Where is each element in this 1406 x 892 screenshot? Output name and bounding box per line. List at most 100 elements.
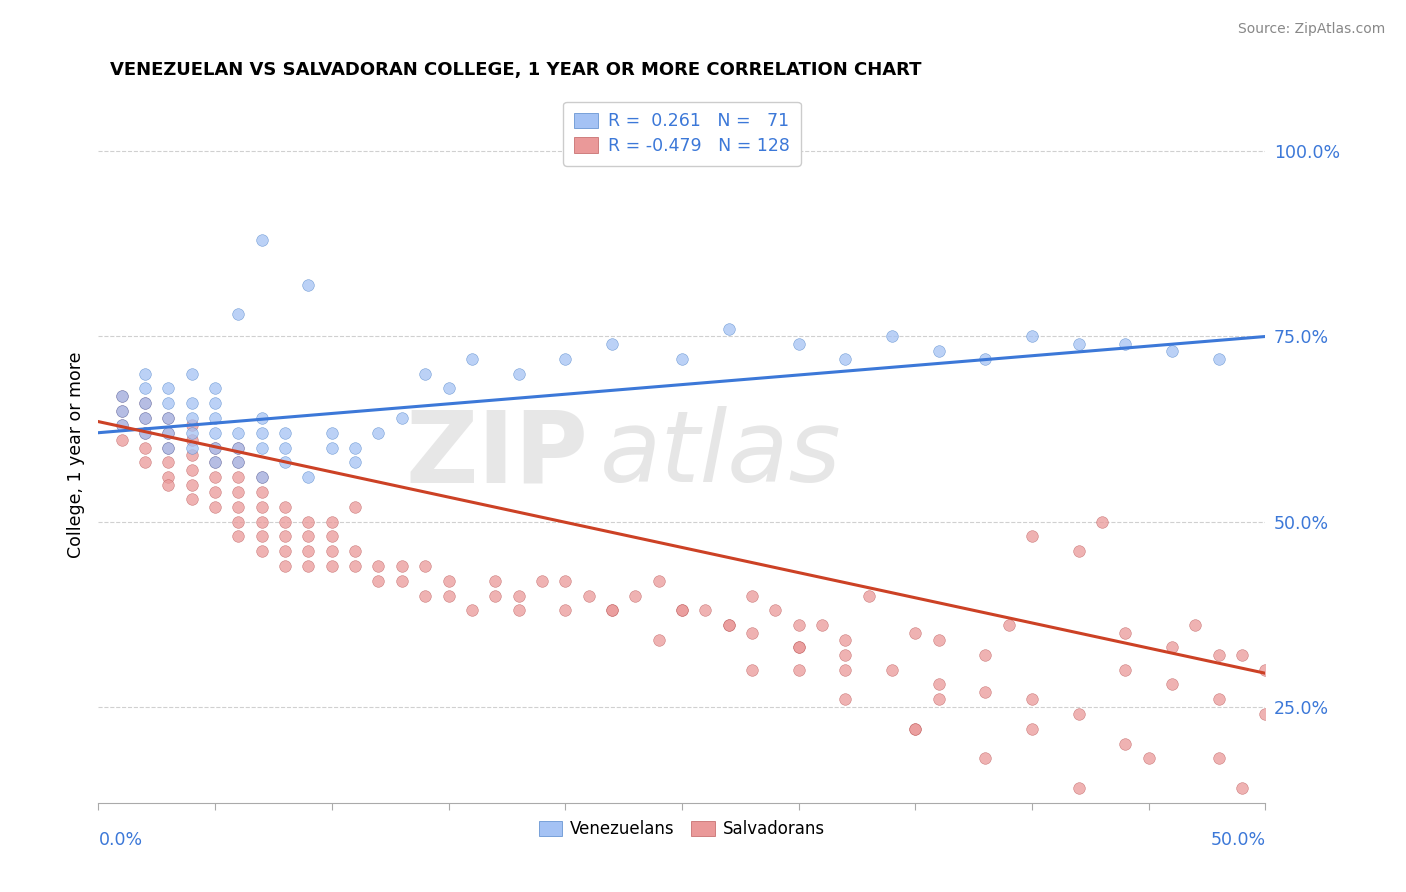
Point [111, 389, 134, 403]
Point [904, 625, 927, 640]
Point [228, 529, 250, 543]
Point [180, 441, 202, 455]
Point [204, 441, 226, 455]
Point [391, 558, 413, 573]
Point [578, 589, 600, 603]
Point [880, 663, 903, 677]
Point [1021, 329, 1043, 343]
Point [228, 441, 250, 455]
Point [811, 618, 834, 632]
Point [111, 389, 134, 403]
Point [204, 455, 226, 469]
Point [157, 411, 180, 425]
Point [157, 455, 180, 469]
Point [134, 441, 156, 455]
Point [671, 351, 693, 366]
Point [157, 381, 180, 395]
Point [787, 640, 810, 655]
Point [157, 396, 180, 410]
Point [180, 396, 202, 410]
Point [204, 411, 226, 425]
Point [834, 648, 856, 662]
Point [157, 470, 180, 484]
Point [834, 692, 856, 706]
Point [321, 544, 343, 558]
Point [111, 403, 134, 417]
Point [508, 603, 530, 617]
Point [880, 329, 903, 343]
Point [904, 722, 927, 736]
Point [1114, 625, 1136, 640]
Point [134, 425, 156, 440]
Point [437, 574, 460, 588]
Point [437, 381, 460, 395]
Point [228, 500, 250, 514]
Point [928, 344, 950, 359]
Point [461, 351, 484, 366]
Point [250, 500, 273, 514]
Text: ZIP: ZIP [406, 407, 589, 503]
Point [250, 470, 273, 484]
Point [671, 603, 693, 617]
Point [204, 455, 226, 469]
Point [274, 441, 297, 455]
Point [928, 692, 950, 706]
Point [787, 618, 810, 632]
Point [134, 411, 156, 425]
Point [1021, 692, 1043, 706]
Point [858, 589, 880, 603]
Point [437, 589, 460, 603]
Point [1230, 648, 1253, 662]
Point [274, 544, 297, 558]
Point [321, 441, 343, 455]
Point [1067, 544, 1090, 558]
Point [204, 470, 226, 484]
Point [111, 418, 134, 433]
Point [1161, 677, 1184, 691]
Point [134, 411, 156, 425]
Point [180, 492, 202, 507]
Point [974, 685, 997, 699]
Point [391, 411, 413, 425]
Point [554, 574, 576, 588]
Point [671, 603, 693, 617]
Point [180, 463, 202, 477]
Point [1254, 706, 1277, 721]
Point [228, 470, 250, 484]
Point [554, 603, 576, 617]
Point [204, 425, 226, 440]
Point [787, 640, 810, 655]
Point [157, 425, 180, 440]
Point [647, 574, 669, 588]
Point [787, 663, 810, 677]
Point [1067, 337, 1090, 351]
Point [250, 544, 273, 558]
Point [1208, 692, 1230, 706]
Point [928, 677, 950, 691]
Point [834, 663, 856, 677]
Point [1114, 737, 1136, 751]
Point [741, 589, 763, 603]
Point [274, 515, 297, 529]
Point [1230, 780, 1253, 795]
Point [928, 632, 950, 647]
Point [1208, 351, 1230, 366]
Point [1137, 751, 1160, 765]
Point [134, 381, 156, 395]
Point [344, 558, 367, 573]
Point [204, 500, 226, 514]
Point [228, 455, 250, 469]
Point [157, 411, 180, 425]
Point [461, 603, 484, 617]
Point [1067, 706, 1090, 721]
Point [974, 351, 997, 366]
Point [321, 529, 343, 543]
Point [274, 455, 297, 469]
Point [250, 233, 273, 247]
Point [1184, 618, 1206, 632]
Point [1091, 515, 1114, 529]
Point [180, 418, 202, 433]
Point [834, 632, 856, 647]
Point [297, 277, 319, 292]
Point [180, 448, 202, 462]
